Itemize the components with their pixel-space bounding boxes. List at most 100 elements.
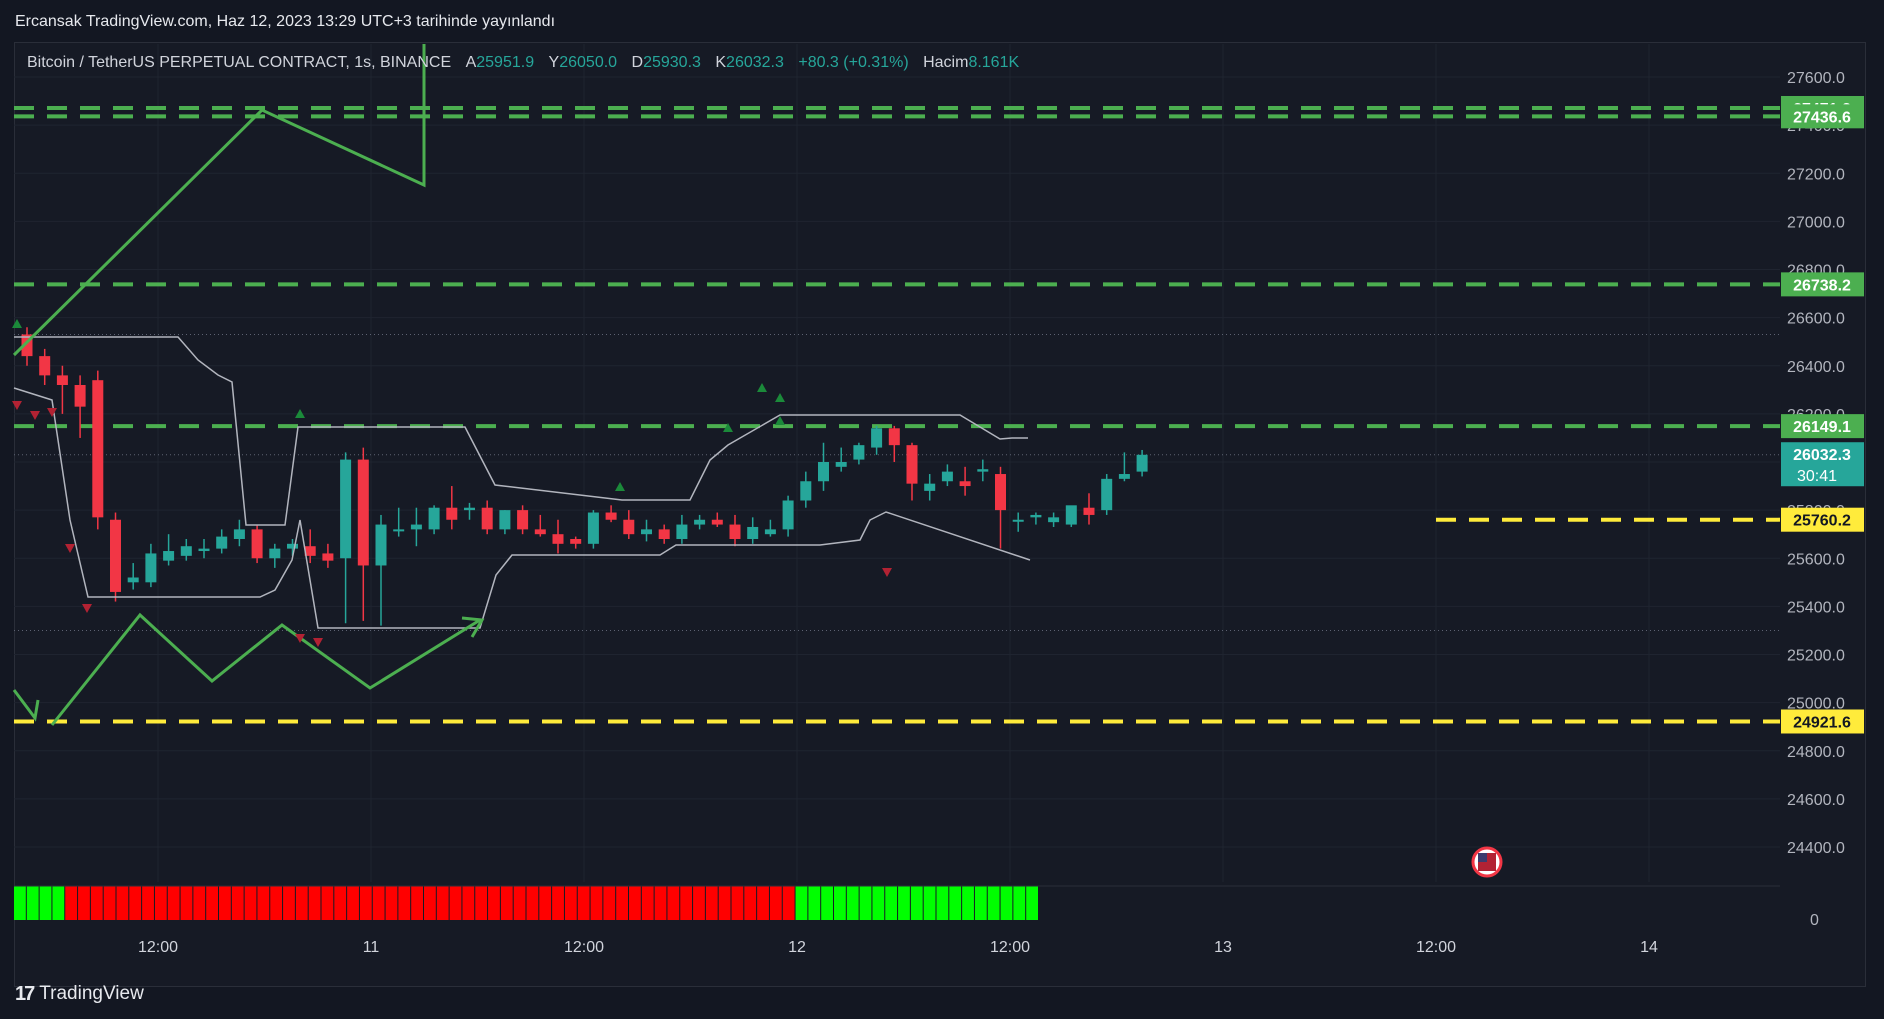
candle-body [163,551,175,561]
price-label-box [1781,709,1864,734]
indicator-cell [885,886,898,920]
y-axis-tick-label: 27200.0 [1787,166,1845,183]
indicator-cell [872,886,885,920]
indicator-cell [347,886,359,920]
candle-body [410,524,422,530]
candle-body [694,519,706,525]
candle-body [587,512,599,544]
signal-up-marker [12,319,22,328]
price-label-box [1781,272,1864,297]
candle-body [74,385,86,407]
pattern-arrow-upper [12,44,426,357]
candle-body [1118,474,1130,479]
indicator-cell [462,886,475,920]
signal-down-marker [47,408,57,417]
indicator-cell [962,886,974,920]
open-label: A [465,54,477,71]
candle-body [21,334,33,357]
price-label-text: 26149.1 [1793,419,1851,436]
signal-up-marker [295,409,305,418]
candle-body [605,512,617,520]
indicator-cell [385,886,398,920]
candle-body [641,529,652,535]
publisher-text: Ercansak TradingView.com, Haz 12, 2023 1… [15,13,556,30]
candle-body [481,507,493,530]
y-axis-tick-label: 26400.0 [1787,359,1845,376]
channel-lower-line [13,387,1031,629]
indicator-cell [744,886,757,920]
candle-body [1136,454,1148,472]
tradingview-logo[interactable]: 17 TradingView [15,982,144,1006]
candle-body [251,529,263,559]
close-label: K [715,54,727,71]
indicator-cell [142,886,154,920]
candle-body [1083,507,1095,515]
indicator-cell [308,886,321,920]
top-header: Ercansak TradingView.com, Haz 12, 2023 1… [0,0,1884,44]
x-axis-tick-label: 12:00 [564,939,604,956]
candle-body [534,529,546,535]
candle-body [729,524,741,539]
price-label-text: 25760.2 [1793,513,1851,530]
indicator-cell [1000,886,1013,920]
arrow-head-lower [461,616,485,638]
signal-up-marker [757,383,767,392]
indicator-cell [39,886,52,920]
indicator-cell [359,886,372,920]
candle-body [676,524,688,539]
candle-body [906,445,918,484]
candle-body [145,553,157,583]
close-value: 26032.3 [726,54,784,71]
y-axis-tick-label: 24400.0 [1787,840,1845,857]
indicator-cell [949,886,962,920]
low-value: 25930.3 [643,54,701,71]
candle-body [322,553,334,561]
y-axis-tick-label: 25200.0 [1787,648,1845,665]
pattern-arrow-left [12,689,40,722]
signal-down-marker [12,401,22,410]
chart-frame[interactable] [14,42,1866,987]
indicator-cell [436,886,449,920]
indicator-cell [936,886,949,920]
indicator-cell [1026,886,1038,920]
price-label-box [1781,414,1864,439]
indicator-cell [705,886,718,920]
signal-up-marker [723,423,733,432]
candle-body [180,546,192,556]
y-axis-tick-label: 25400.0 [1787,599,1845,616]
indicator-cell [974,886,987,920]
indicator-cell [103,886,116,920]
candle-body [56,375,68,385]
candle-body [39,356,51,376]
candle-body [198,548,210,552]
y-axis-tick-label: 25000.0 [1787,696,1845,713]
volume-value: 8.161K [968,54,1020,71]
candle-body [304,546,316,556]
us-flag-event-icon[interactable] [1471,846,1503,878]
signal-down-marker [295,634,305,643]
candle-body [835,462,847,467]
indicator-cell [90,886,103,920]
indicator-cell [449,886,462,920]
y-axis-tick-label: 24800.0 [1787,744,1845,761]
indicator-cell [910,886,923,920]
price-label-text: 26738.2 [1793,277,1851,294]
candle-body [393,529,405,532]
brand-label: TradingView [39,983,144,1004]
symbol-title[interactable]: Bitcoin / TetherUS PERPETUAL CONTRACT, 1… [27,54,452,71]
indicator-cell [859,886,872,920]
candle-body [888,428,900,446]
candle-body [818,462,829,482]
price-label-box [1781,104,1864,129]
indicator-cell [769,886,782,920]
candle-body [499,510,511,530]
low-label: D [631,54,644,71]
candle-body [924,483,936,491]
indicator-cell [846,886,859,920]
x-axis-tick-label: 13 [1214,939,1232,956]
candle-body [1065,505,1077,525]
indicator-cell [424,886,436,920]
candle-body [110,519,121,592]
indicator-cell [321,886,334,920]
